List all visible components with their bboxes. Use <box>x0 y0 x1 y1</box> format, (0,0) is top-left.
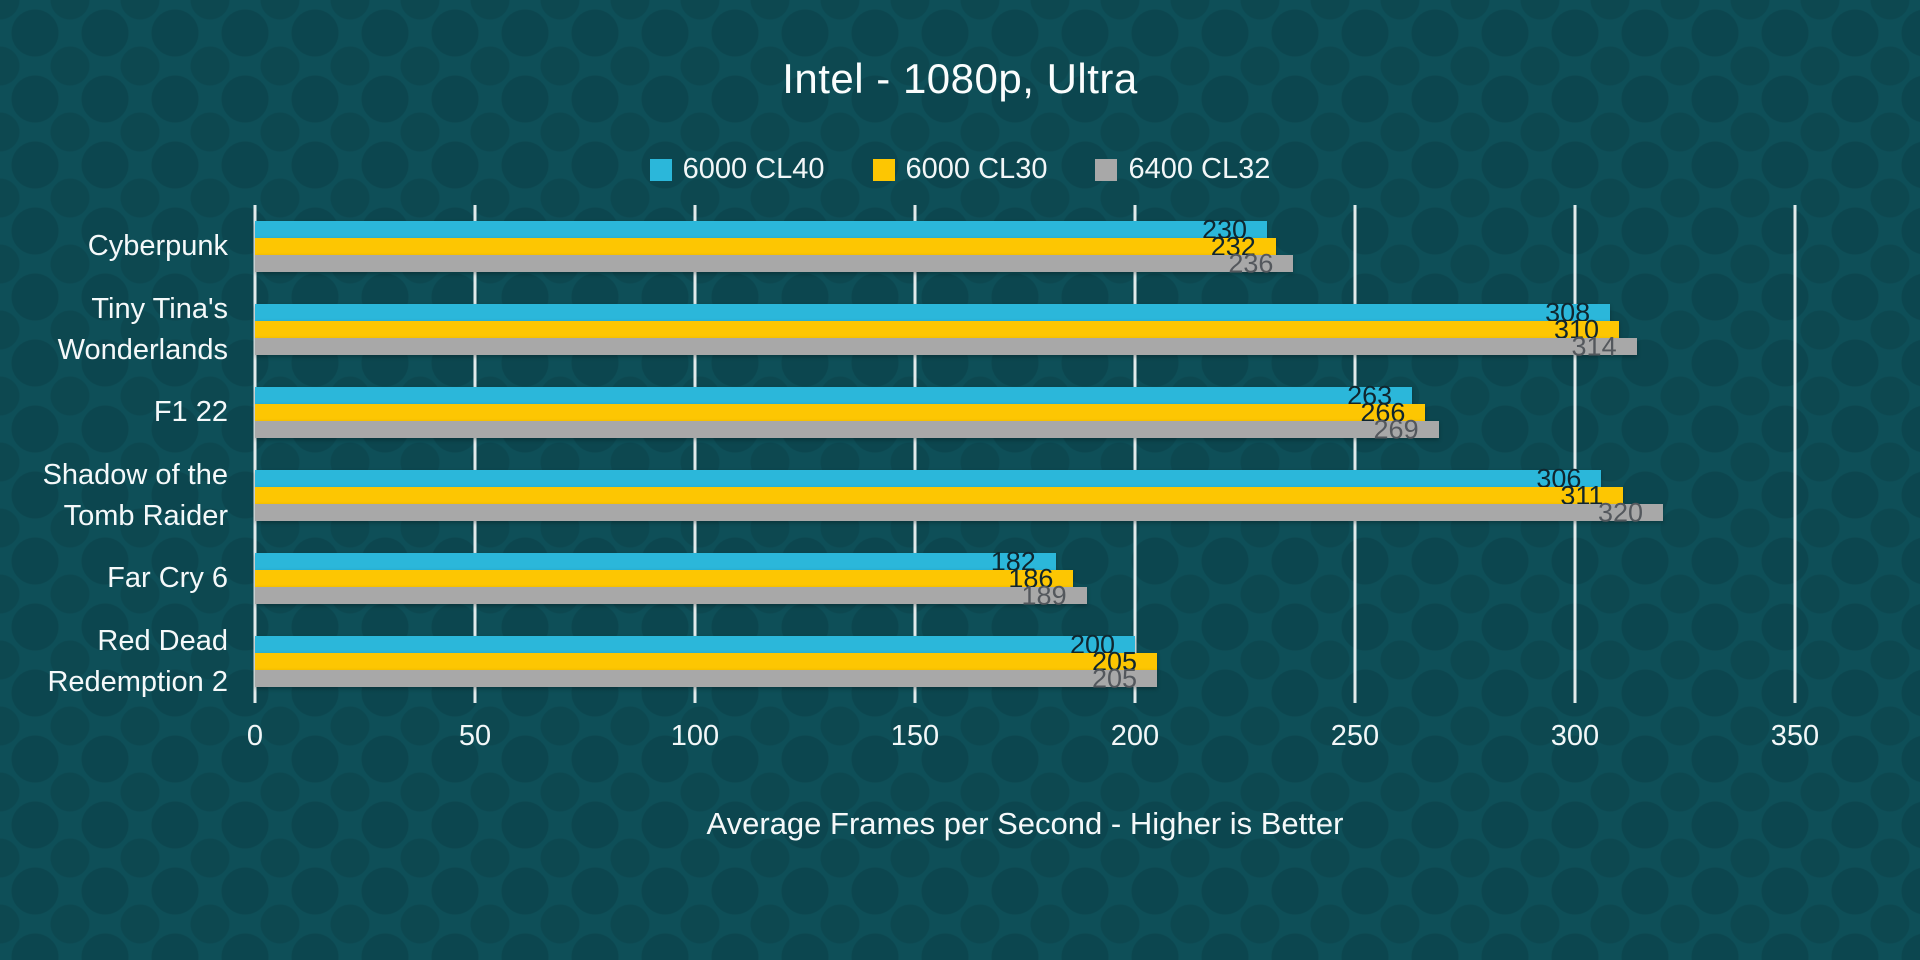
legend-swatch-icon <box>872 158 895 181</box>
category-label: Tiny Tina's Wonderlands <box>57 293 228 366</box>
category-label: Shadow of the Tomb Raider <box>42 459 228 532</box>
bar-value-label: 189 <box>1021 580 1067 610</box>
category-label: F1 22 <box>153 396 228 429</box>
bar-rows: 230 232 236 308 310 314 263 266 269 306 311 320 182 1… <box>255 205 1795 703</box>
bar-row: 182 186 189 <box>255 537 1795 620</box>
bar-value-label: 236 <box>1228 248 1274 278</box>
gridline <box>253 205 257 703</box>
gridline <box>913 205 917 703</box>
legend-item: 6400 CL32 <box>1095 153 1270 186</box>
bar: 205 <box>255 648 1157 675</box>
category-label: Cyberpunk <box>87 230 228 263</box>
gridline <box>1573 205 1577 703</box>
bar-row: 306 311 320 <box>255 454 1795 537</box>
legend-label: 6000 CL30 <box>905 153 1048 185</box>
bar-row: 200 205 205 <box>255 620 1795 703</box>
x-tick-label: 50 <box>458 720 492 752</box>
bar: 189 <box>255 582 1087 609</box>
legend: 6000 CL40 6000 CL30 6400 CL32 <box>0 153 1920 186</box>
bar-row: 308 310 314 <box>255 288 1795 371</box>
category-label: Far Cry 6 <box>107 562 228 595</box>
gridline <box>1133 205 1137 703</box>
gridline <box>473 205 477 703</box>
legend-item: 6000 CL30 <box>872 153 1048 186</box>
bar: 263 <box>255 382 1413 409</box>
category-label: Red Dead Redemption 2 <box>47 625 228 698</box>
chart-title: Intel - 1080p, Ultra <box>782 55 1138 102</box>
bar-value-label: 314 <box>1571 331 1617 361</box>
bar: 314 <box>255 333 1637 360</box>
legend-swatch-icon <box>1095 158 1118 181</box>
bar: 186 <box>255 565 1074 592</box>
bar-value-label: 320 <box>1597 497 1643 527</box>
bar: 230 <box>255 216 1267 243</box>
bar: 200 <box>255 631 1135 658</box>
bar-value-label: 269 <box>1373 414 1419 444</box>
x-axis-label: Average Frames per Second - Higher is Be… <box>706 806 1344 841</box>
bar: 232 <box>255 233 1276 260</box>
bar: 308 <box>255 299 1611 326</box>
bar: 182 <box>255 548 1056 575</box>
bar: 269 <box>255 416 1439 443</box>
x-tick-label: 100 <box>670 720 720 752</box>
bar-row: 230 232 236 <box>255 205 1795 288</box>
bar: 266 <box>255 399 1426 426</box>
legend-label: 6000 CL40 <box>682 153 825 185</box>
legend-label: 6400 CL32 <box>1128 153 1271 185</box>
bar: 320 <box>255 499 1663 526</box>
legend-swatch-icon <box>649 158 672 181</box>
bar-value-label: 205 <box>1091 663 1137 693</box>
x-tick-label: 200 <box>1110 720 1160 752</box>
legend-item: 6000 CL40 <box>649 153 825 186</box>
category-labels: Cyberpunk Tiny Tina's Wonderlands F1 22 Sha… <box>0 205 228 703</box>
x-tick-label: 250 <box>1330 720 1380 752</box>
x-tick-label: 150 <box>890 720 940 752</box>
plot-area: 230 232 236 308 310 314 263 266 269 306 311 320 182 1… <box>253 205 1797 703</box>
x-tick-label: 350 <box>1770 720 1820 752</box>
x-tick-label: 300 <box>1550 720 1600 752</box>
bar: 236 <box>255 250 1294 277</box>
gridline <box>1353 205 1357 703</box>
gridline <box>693 205 697 703</box>
bar: 310 <box>255 316 1619 343</box>
bar: 306 <box>255 465 1602 492</box>
gridline <box>1793 205 1797 703</box>
bar-row: 263 266 269 <box>255 371 1795 454</box>
bar: 311 <box>255 482 1624 509</box>
x-tick-label: 0 <box>246 720 264 752</box>
x-axis-ticks: 0 50 100 150 200 250 300 350 <box>247 716 1819 756</box>
bar: 205 <box>255 665 1157 692</box>
